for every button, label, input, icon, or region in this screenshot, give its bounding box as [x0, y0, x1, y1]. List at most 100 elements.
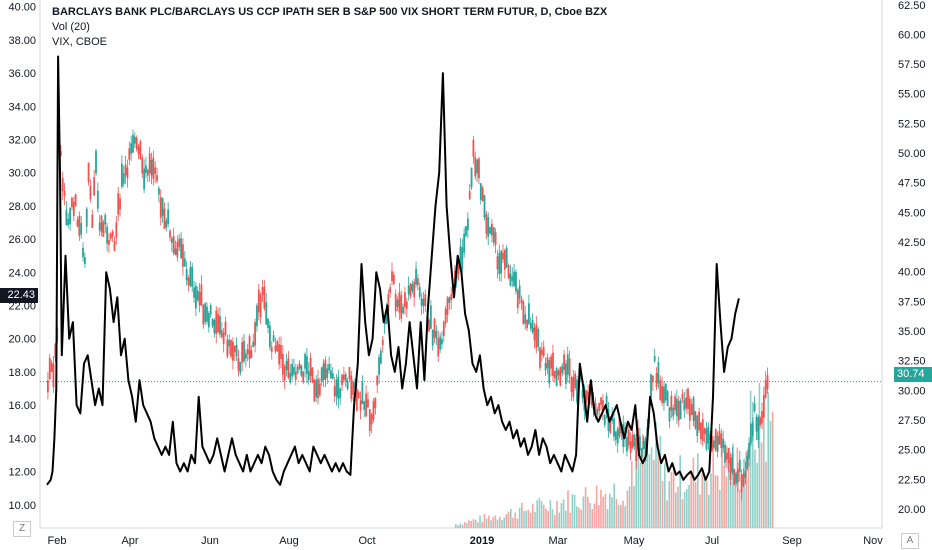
volume-bar: [485, 518, 488, 528]
volume-bar: [598, 505, 600, 528]
auto-scale-right-button[interactable]: A: [901, 533, 919, 549]
volume-bar: [688, 485, 690, 528]
price-candle: [135, 137, 138, 150]
price-candle: [350, 375, 353, 399]
price-candle: [677, 400, 680, 421]
volume-bar: [503, 517, 505, 528]
price-candle: [233, 346, 236, 353]
vix-overlay-label[interactable]: VIX, CBOE: [52, 36, 108, 48]
volume-bar: [567, 490, 569, 528]
price-candle: [176, 241, 179, 258]
price-candle: [159, 197, 162, 218]
volume-bar: [683, 491, 686, 528]
price-candle: [725, 452, 728, 460]
volume-bar: [507, 511, 510, 528]
price-candle: [132, 134, 134, 153]
volume-bar: [529, 512, 532, 528]
price-candle: [370, 414, 373, 425]
price-candle: [511, 276, 514, 281]
price-candle: [479, 183, 482, 200]
price-candle: [737, 468, 739, 483]
price-candle: [705, 428, 708, 450]
price-candle: [570, 377, 573, 392]
price-candle: [182, 244, 184, 267]
volume-bar: [760, 442, 763, 528]
price-candle: [174, 248, 177, 255]
price-candle: [80, 222, 83, 235]
price-candle: [463, 233, 466, 253]
price-candle: [687, 388, 689, 409]
price-candle: [722, 438, 725, 449]
time-axis-tick-label: Mar: [549, 535, 568, 547]
price-candle: [496, 256, 499, 270]
volume-bar: [668, 481, 670, 528]
price-candle: [320, 367, 323, 382]
volume-indicator-label[interactable]: Vol (20): [52, 21, 90, 33]
price-candle: [204, 303, 207, 323]
price-candle: [428, 320, 430, 332]
price-candle: [152, 157, 155, 179]
price-candle: [631, 435, 634, 449]
volume-bar: [701, 473, 703, 528]
volume-bar: [613, 483, 615, 528]
volume-bar: [532, 503, 534, 528]
volume-bar: [714, 475, 717, 528]
volume-bar: [604, 493, 607, 528]
left-axis-tick-label: 34.00: [8, 101, 36, 113]
price-candle: [594, 403, 597, 416]
price-candle: [492, 227, 495, 243]
volume-bar: [582, 496, 585, 528]
volume-bar: [587, 496, 589, 528]
volume-bar: [655, 422, 657, 528]
price-candle: [278, 344, 281, 365]
volume-bar: [705, 480, 708, 528]
price-candle: [411, 283, 414, 292]
price-candle: [96, 190, 99, 209]
auto-scale-left-button[interactable]: Z: [13, 521, 31, 537]
price-candle: [237, 357, 240, 371]
price-candle: [483, 195, 486, 218]
price-candle: [304, 354, 306, 369]
price-candle: [422, 298, 425, 307]
volume-bar: [628, 486, 631, 528]
price-candle: [367, 399, 369, 408]
left-axis-tick-label: 22.00: [8, 301, 36, 313]
price-candle: [762, 394, 765, 418]
price-candle: [324, 360, 327, 380]
volume-bar: [690, 470, 692, 528]
price-candle: [503, 250, 506, 270]
price-candle: [280, 344, 282, 359]
price-candle: [692, 397, 695, 421]
volume-bar: [584, 487, 587, 528]
volume-bar: [565, 510, 567, 528]
price-candle: [54, 344, 57, 358]
price-candle: [433, 318, 436, 338]
price-candle: [111, 231, 114, 237]
price-candle: [193, 287, 195, 298]
price-candle: [196, 290, 199, 301]
price-candle: [470, 167, 473, 188]
right-axis-tick-label: 45.00: [898, 207, 926, 219]
price-candle: [553, 371, 556, 379]
price-candle: [694, 411, 697, 429]
price-candle: [639, 436, 641, 451]
volume-bar: [573, 495, 576, 528]
price-candle: [703, 428, 706, 435]
price-candle: [185, 269, 188, 281]
volume-bar: [554, 514, 556, 528]
price-candle: [468, 191, 471, 200]
price-candle: [441, 338, 443, 345]
volume-bar: [560, 503, 563, 528]
left-axis-tick-label: 32.00: [8, 134, 36, 146]
price-candle: [178, 238, 181, 248]
price-candle: [618, 416, 621, 437]
right-axis-tick-label: 40.00: [898, 267, 926, 279]
price-candle: [302, 371, 305, 383]
price-candle: [313, 379, 316, 402]
price-candle: [446, 298, 449, 315]
right-axis-tick-label: 57.50: [898, 59, 926, 71]
price-candle: [61, 178, 64, 192]
price-candle: [380, 350, 382, 364]
price-candle: [74, 194, 77, 206]
